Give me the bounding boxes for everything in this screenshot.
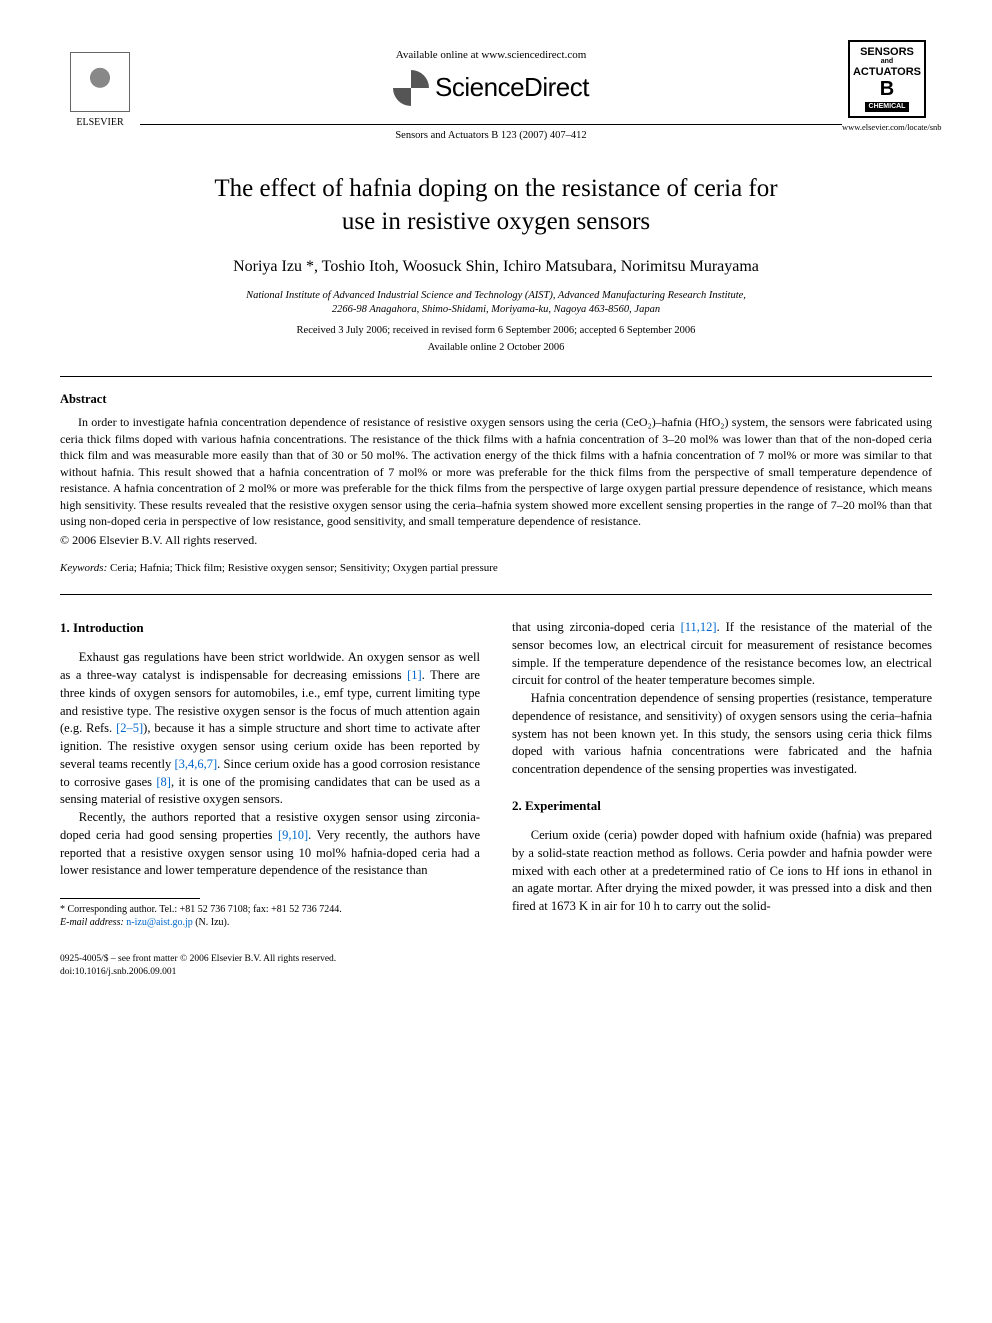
section-2-heading: 2. Experimental [512, 797, 932, 815]
reference-link[interactable]: [2–5] [116, 721, 143, 735]
keywords: Keywords: Ceria; Hafnia; Thick film; Res… [60, 561, 932, 584]
section-1-heading: 1. Introduction [60, 619, 480, 637]
email-address[interactable]: n-izu@aist.go.jp [124, 917, 193, 928]
abstract-section: Abstract In order to investigate hafnia … [60, 391, 932, 585]
available-online-date: Available online 2 October 2006 [60, 341, 932, 356]
affiliation-line1: National Institute of Advanced Industria… [246, 290, 746, 301]
abstract-text: In order to investigate hafnia concentra… [60, 414, 932, 530]
email-tail: (N. Izu). [193, 917, 230, 928]
logo-line5: CHEMICAL [865, 102, 910, 112]
logo-line2: and [881, 58, 893, 66]
abstract-copyright: © 2006 Elsevier B.V. All rights reserved… [60, 532, 932, 549]
logo-line1: SENSORS [860, 46, 914, 58]
reference-link[interactable]: [9,10] [278, 828, 308, 842]
header-row: ELSEVIER Available online at www.science… [60, 40, 932, 143]
affiliation: National Institute of Advanced Industria… [60, 289, 932, 316]
intro-para-1: Exhaust gas regulations have been strict… [60, 649, 480, 809]
email-label: E-mail address: [60, 917, 124, 928]
reference-link[interactable]: [1] [407, 668, 422, 682]
sciencedirect-swirl-icon [393, 70, 429, 106]
corresponding-author-footnote: * Corresponding author. Tel.: +81 52 736… [60, 903, 480, 929]
intro-para-3: that using zirconia-doped ceria [11,12].… [512, 619, 932, 690]
footer-line1: 0925-4005/$ – see front matter © 2006 El… [60, 953, 932, 965]
elsevier-logo: ELSEVIER [60, 40, 140, 130]
logo-line4: B [880, 78, 894, 100]
footnote-line1: * Corresponding author. Tel.: +81 52 736… [60, 903, 480, 916]
rule-above-abstract [60, 376, 932, 377]
footer-doi: doi:10.1016/j.snb.2006.09.001 [60, 966, 932, 978]
footnote-separator [60, 898, 200, 899]
footnote-email-line: E-mail address: n-izu@aist.go.jp (N. Izu… [60, 916, 480, 929]
right-column: that using zirconia-doped ceria [11,12].… [512, 619, 932, 929]
reference-link[interactable]: [8] [156, 775, 171, 789]
available-online-text: Available online at www.sciencedirect.co… [140, 48, 842, 63]
elsevier-tree-icon [70, 52, 130, 112]
authors-list: Noriya Izu *, Toshio Itoh, Woosuck Shin,… [60, 256, 932, 278]
article-title: The effect of hafnia doping on the resis… [100, 173, 892, 238]
journal-url: www.elsevier.com/locate/snb [842, 122, 932, 134]
intro-para-4: Hafnia concentration dependence of sensi… [512, 690, 932, 779]
affiliation-line2: 2266-98 Anagahora, Shimo-Shidami, Moriya… [332, 304, 660, 315]
logo-line3: ACTUATORS [853, 66, 921, 78]
journal-reference: Sensors and Actuators B 123 (2007) 407–4… [140, 129, 842, 144]
reference-link[interactable]: [3,4,6,7] [174, 757, 217, 771]
journal-logo-block: SENSORS and ACTUATORS B CHEMICAL www.els… [842, 40, 932, 134]
rule-below-keywords [60, 594, 932, 595]
keywords-text: Ceria; Hafnia; Thick film; Resistive oxy… [107, 562, 498, 574]
abstract-paragraph: In order to investigate hafnia concentra… [60, 414, 932, 530]
keywords-label: Keywords: [60, 562, 107, 574]
sciencedirect-logo: ScienceDirect [393, 69, 589, 105]
received-dates: Received 3 July 2006; received in revise… [60, 324, 932, 339]
elsevier-label: ELSEVIER [76, 116, 123, 130]
sciencedirect-text: ScienceDirect [435, 69, 589, 105]
experimental-para-1: Cerium oxide (ceria) powder doped with h… [512, 827, 932, 916]
center-header: Available online at www.sciencedirect.co… [140, 40, 842, 143]
title-line1: The effect of hafnia doping on the resis… [214, 175, 777, 202]
intro-para-2: Recently, the authors reported that a re… [60, 809, 480, 880]
reference-link[interactable]: [11,12] [681, 620, 717, 634]
header-rule [140, 124, 842, 125]
left-column: 1. Introduction Exhaust gas regulations … [60, 619, 480, 929]
page-footer: 0925-4005/$ – see front matter © 2006 El… [60, 953, 932, 978]
body-columns: 1. Introduction Exhaust gas regulations … [60, 619, 932, 929]
sensors-actuators-logo: SENSORS and ACTUATORS B CHEMICAL [848, 40, 926, 118]
abstract-label: Abstract [60, 391, 932, 409]
title-line2: use in resistive oxygen sensors [342, 208, 650, 235]
